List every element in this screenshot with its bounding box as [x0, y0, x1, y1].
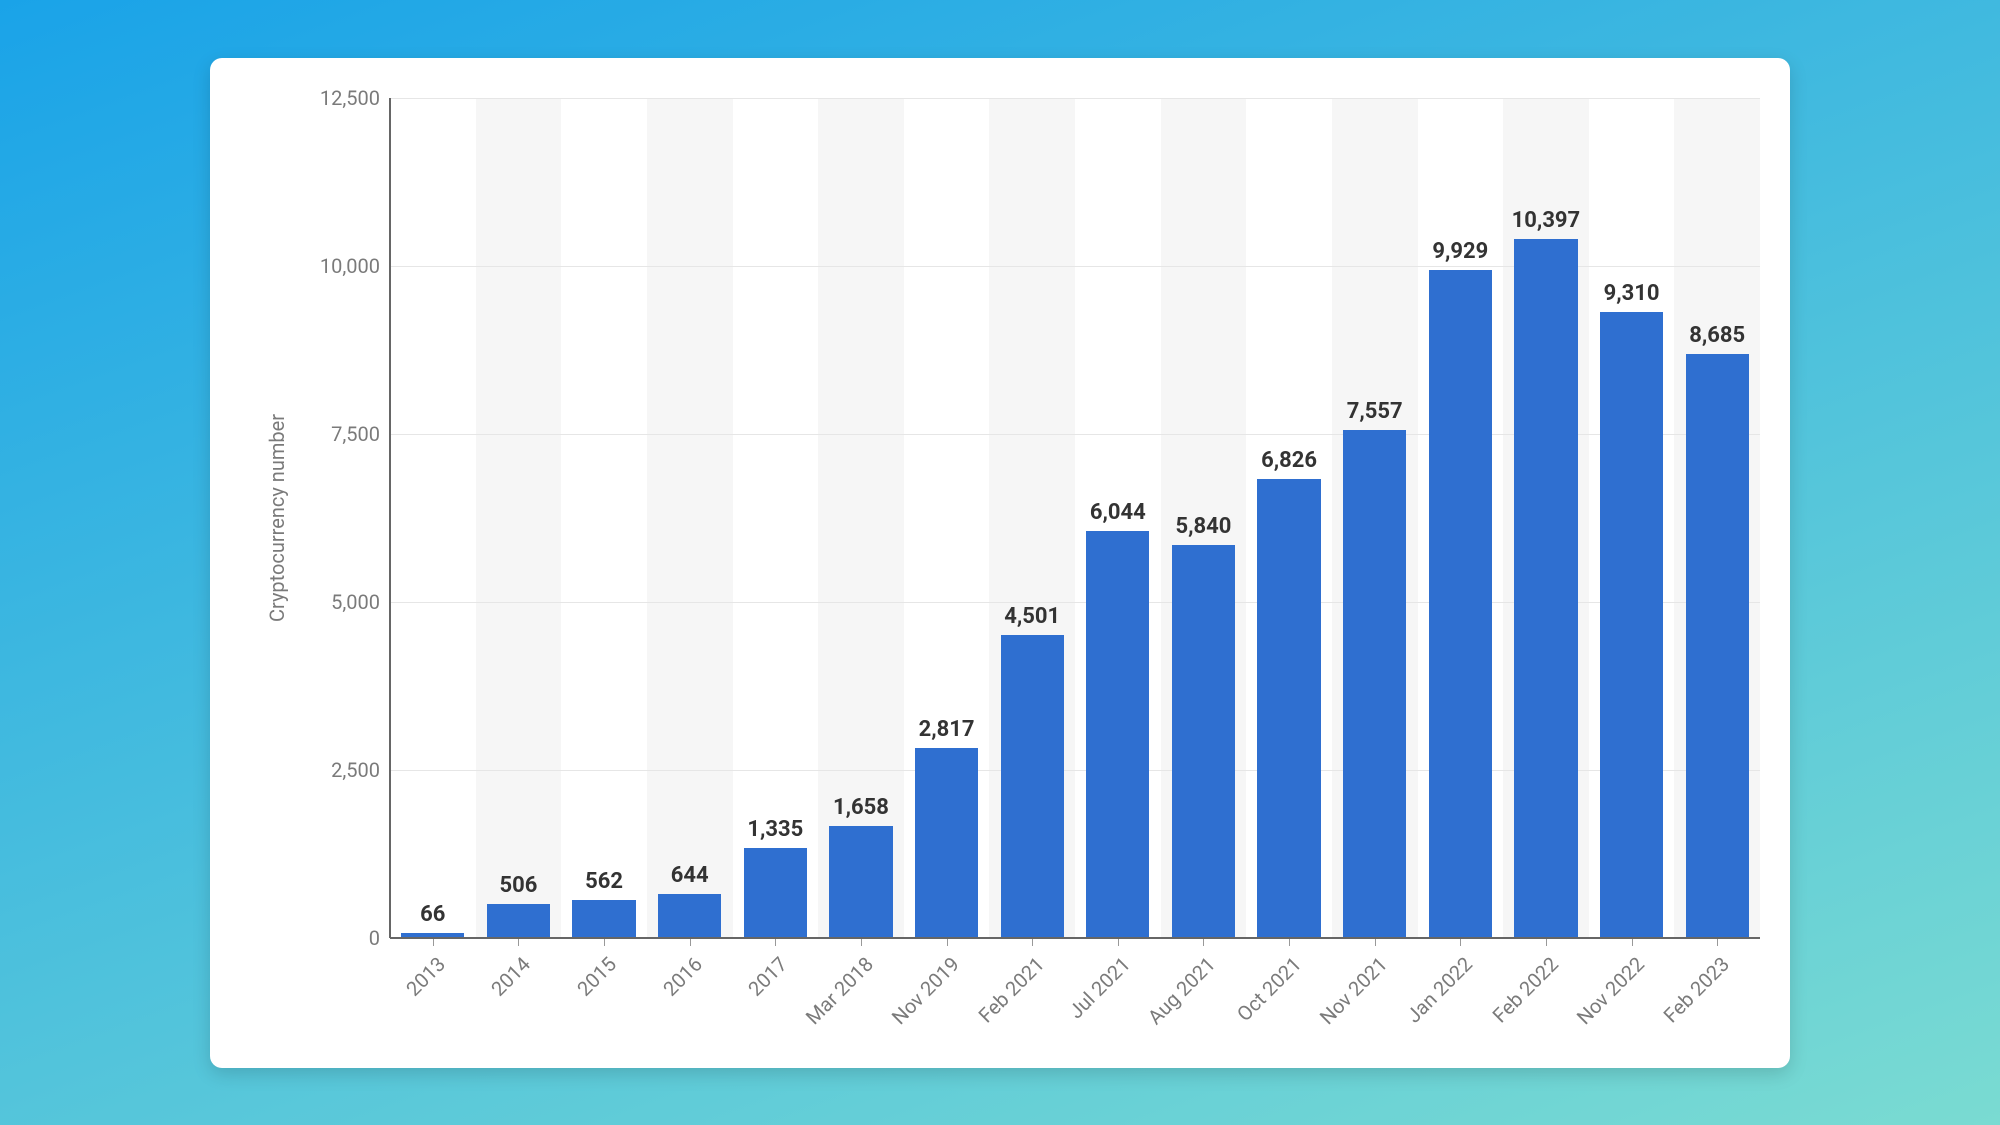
bar-slot: 7,557	[1332, 98, 1418, 938]
bar: 5,840	[1172, 545, 1235, 937]
x-tick	[690, 938, 691, 946]
x-tick	[1460, 938, 1461, 946]
bar: 9,929	[1429, 270, 1492, 937]
x-tick	[1118, 938, 1119, 946]
x-tick	[1032, 938, 1033, 946]
x-tick-label: Feb 2023	[1659, 952, 1734, 1027]
x-tick-label: Mar 2018	[801, 952, 878, 1029]
bar-slot: 4,501	[989, 98, 1075, 938]
x-tick	[1546, 938, 1547, 946]
bar-value-label: 506	[499, 873, 537, 904]
bar: 9,310	[1600, 312, 1663, 938]
bar-slot: 5,840	[1161, 98, 1247, 938]
bar-value-label: 6,826	[1261, 448, 1317, 479]
x-tick	[604, 938, 605, 946]
x-tick-label: Nov 2019	[886, 952, 963, 1029]
bar-slot: 10,397	[1503, 98, 1589, 938]
bar: 4,501	[1001, 635, 1064, 937]
y-tick-label: 7,500	[331, 422, 380, 446]
bar: 506	[487, 904, 550, 938]
bar-slot: 9,929	[1418, 98, 1504, 938]
x-tick	[1289, 938, 1290, 946]
x-tick	[433, 938, 434, 946]
bar: 644	[658, 894, 721, 937]
chart-card: Cryptocurrency number 02,5005,0007,50010…	[210, 58, 1790, 1068]
y-tick-label: 2,500	[331, 758, 380, 782]
x-tick-label: Feb 2022	[1488, 952, 1563, 1027]
y-axis-line	[389, 98, 391, 938]
bar-slot: 8,685	[1674, 98, 1760, 938]
x-tick-label: 2015	[572, 952, 621, 1001]
bar-value-label: 9,310	[1604, 281, 1660, 312]
bar: 8,685	[1686, 354, 1749, 938]
y-tick-label: 12,500	[320, 86, 380, 110]
bar-slot: 2,817	[904, 98, 990, 938]
bars-container: 66 506 562 644 1,335 1,658 2,817 4,501 6,044 5,84…	[390, 98, 1760, 938]
bar-value-label: 10,397	[1512, 208, 1581, 239]
bar-slot: 6,826	[1246, 98, 1332, 938]
bar: 6,044	[1086, 531, 1149, 937]
bar-slot: 506	[476, 98, 562, 938]
x-tick-label: Feb 2021	[974, 952, 1049, 1027]
bar-value-label: 562	[585, 869, 623, 900]
bar: 562	[572, 900, 635, 938]
bar-value-label: 1,658	[833, 795, 889, 826]
x-tick	[518, 938, 519, 946]
x-tick	[1717, 938, 1718, 946]
x-tick	[1203, 938, 1204, 946]
y-tick-label: 0	[369, 926, 380, 950]
bar-slot: 66	[390, 98, 476, 938]
bar-slot: 9,310	[1589, 98, 1675, 938]
y-tick-label: 5,000	[331, 590, 380, 614]
bar-value-label: 1,335	[747, 817, 803, 848]
bar: 2,817	[915, 748, 978, 937]
bar-value-label: 2,817	[919, 717, 975, 748]
bar-value-label: 8,685	[1689, 323, 1745, 354]
x-tick-label: 2016	[658, 952, 707, 1001]
y-axis-labels: 02,5005,0007,50010,00012,500	[210, 98, 390, 938]
page-background: Cryptocurrency number 02,5005,0007,50010…	[0, 0, 2000, 1125]
x-tick-label: Jul 2021	[1063, 952, 1134, 1023]
x-tick-label: 2013	[401, 952, 450, 1001]
x-tick	[947, 938, 948, 946]
bar-value-label: 4,501	[1004, 604, 1060, 635]
x-tick	[1375, 938, 1376, 946]
plot-area: 66 506 562 644 1,335 1,658 2,817 4,501 6,044 5,84…	[390, 98, 1760, 938]
x-tick	[861, 938, 862, 946]
bar-value-label: 5,840	[1175, 514, 1231, 545]
x-tick-label: 2017	[744, 952, 793, 1001]
x-tick-label: Nov 2021	[1314, 952, 1391, 1029]
bar: 1,658	[829, 826, 892, 937]
x-tick-label: Oct 2021	[1232, 952, 1306, 1026]
x-tick	[775, 938, 776, 946]
bar-value-label: 644	[671, 863, 709, 894]
chart-container: Cryptocurrency number 02,5005,0007,50010…	[210, 58, 1790, 1068]
bar-slot: 644	[647, 98, 733, 938]
bar-value-label: 7,557	[1347, 399, 1403, 430]
bar: 7,557	[1343, 430, 1406, 938]
bar-slot: 1,335	[733, 98, 819, 938]
bar: 6,826	[1257, 479, 1320, 938]
x-tick-label: Jan 2022	[1402, 952, 1478, 1028]
bar-value-label: 6,044	[1090, 500, 1146, 531]
bar-value-label: 66	[420, 902, 445, 933]
y-tick-label: 10,000	[320, 254, 380, 278]
x-tick	[1632, 938, 1633, 946]
bar: 10,397	[1514, 239, 1577, 938]
bar-slot: 562	[561, 98, 647, 938]
x-tick-label: Aug 2021	[1143, 952, 1220, 1029]
x-tick-label: 2014	[487, 952, 536, 1001]
x-axis-line	[390, 937, 1760, 939]
bar-slot: 1,658	[818, 98, 904, 938]
bar: 1,335	[744, 848, 807, 938]
bar-slot: 6,044	[1075, 98, 1161, 938]
bar-value-label: 9,929	[1432, 239, 1488, 270]
x-tick-label: Nov 2022	[1571, 952, 1648, 1029]
